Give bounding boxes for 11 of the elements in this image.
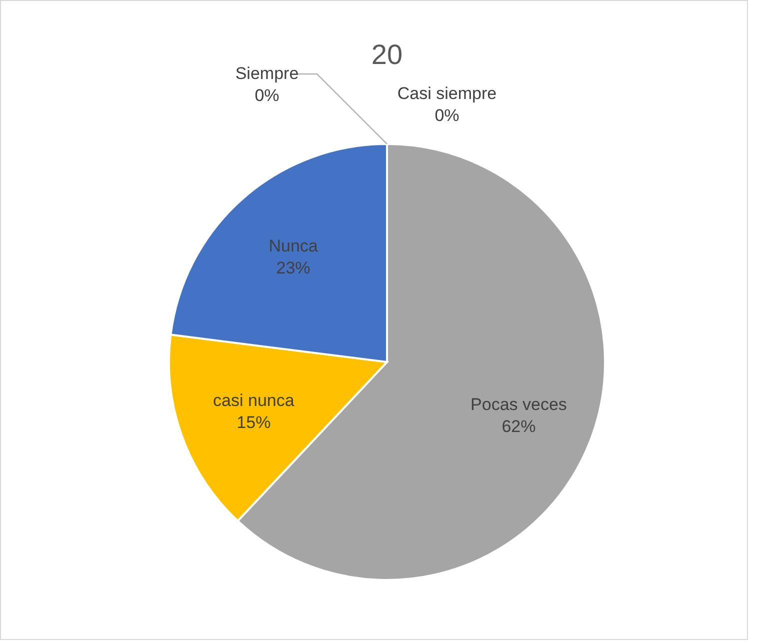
slice-label: casi nunca [213, 391, 295, 410]
slice-label: Pocas veces [470, 395, 567, 414]
chart-title: 20 [371, 39, 403, 70]
category-label: Siempre [235, 64, 299, 83]
slice-label: Nunca [268, 236, 318, 256]
data-label: 62% [502, 417, 536, 436]
category-label: Casi siempre [397, 84, 497, 103]
data-label: 15% [236, 413, 271, 432]
text: 0% [434, 106, 460, 125]
text: 0% [254, 86, 280, 105]
data-label: 23% [276, 258, 310, 278]
